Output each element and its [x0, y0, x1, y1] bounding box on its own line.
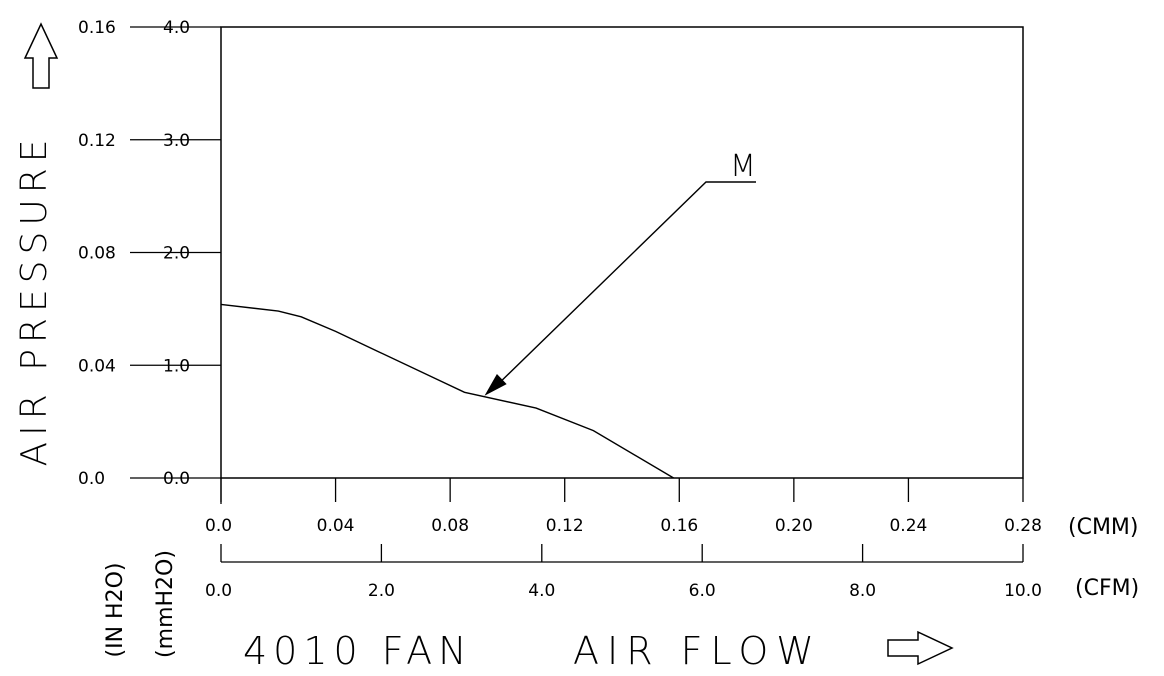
x-tick-label-cmm: 0.04 [317, 516, 355, 536]
arrow-up-icon [23, 22, 59, 89]
x-tick-label-cmm: 0.16 [660, 516, 698, 536]
x-tick-label-cfm: 8.0 [849, 581, 876, 601]
x-axis-prefix: 4010 FAN [243, 629, 473, 671]
y-tick-label-mmh2o: 2.0 [163, 244, 190, 264]
x-tick-label-cmm: 0.24 [889, 516, 927, 536]
plot-frame [220, 26, 1024, 479]
y-tick-label-mmh2o: 4.0 [163, 18, 190, 38]
y-tick-label-inh2o: 0.04 [78, 356, 116, 376]
y-unit-inh2o: (IN H2O) [103, 563, 128, 658]
x-tick-label-cfm: 0.0 [205, 581, 232, 601]
annotation-label: M [730, 149, 756, 184]
x-tick-label-cmm: 0.0 [205, 516, 232, 536]
y-tick-label-mmh2o: 3.0 [163, 131, 190, 151]
y-tick-label-inh2o: 0.12 [78, 131, 116, 151]
x-unit-cfm: (CFM) [1075, 576, 1139, 601]
x-tick-label-cmm: 0.20 [775, 516, 813, 536]
y-tick-label-inh2o: 0.16 [78, 18, 116, 38]
y-tick-label-inh2o: 0.0 [78, 469, 105, 489]
x-tick-label-cfm: 2.0 [368, 581, 395, 601]
x-tick-label-cfm: 4.0 [528, 581, 555, 601]
series-line-m [220, 303, 674, 479]
x-tick-label-cmm: 0.08 [431, 516, 469, 536]
x-tick-label-cfm: 6.0 [689, 581, 716, 601]
y-tick-label-mmh2o: 0.0 [163, 469, 190, 489]
x-tick-label-cfm: 10.0 [1004, 581, 1042, 601]
y-unit-mmh2o: (mmH2O) [153, 550, 178, 658]
annotation-leader [498, 181, 756, 385]
x-unit-cmm: (CMM) [1068, 515, 1139, 540]
chart-marks: 0.0 1.0 2.0 3.0 4.0 0.0 0.04 0.08 0.12 0.16 0.0 0.0… [78, 18, 1042, 601]
x-axis-label: AIR FLOW [573, 629, 822, 671]
arrow-right-icon [887, 630, 954, 666]
annotation-arrowhead [484, 373, 507, 396]
x-tick-label-cmm: 0.28 [1004, 516, 1042, 536]
y-axis-label: AIR PRESSURE [14, 134, 55, 467]
x-tick-label-cmm: 0.12 [546, 516, 584, 536]
y-tick-label-mmh2o: 1.0 [163, 356, 190, 376]
y-tick-label-inh2o: 0.08 [78, 244, 116, 264]
